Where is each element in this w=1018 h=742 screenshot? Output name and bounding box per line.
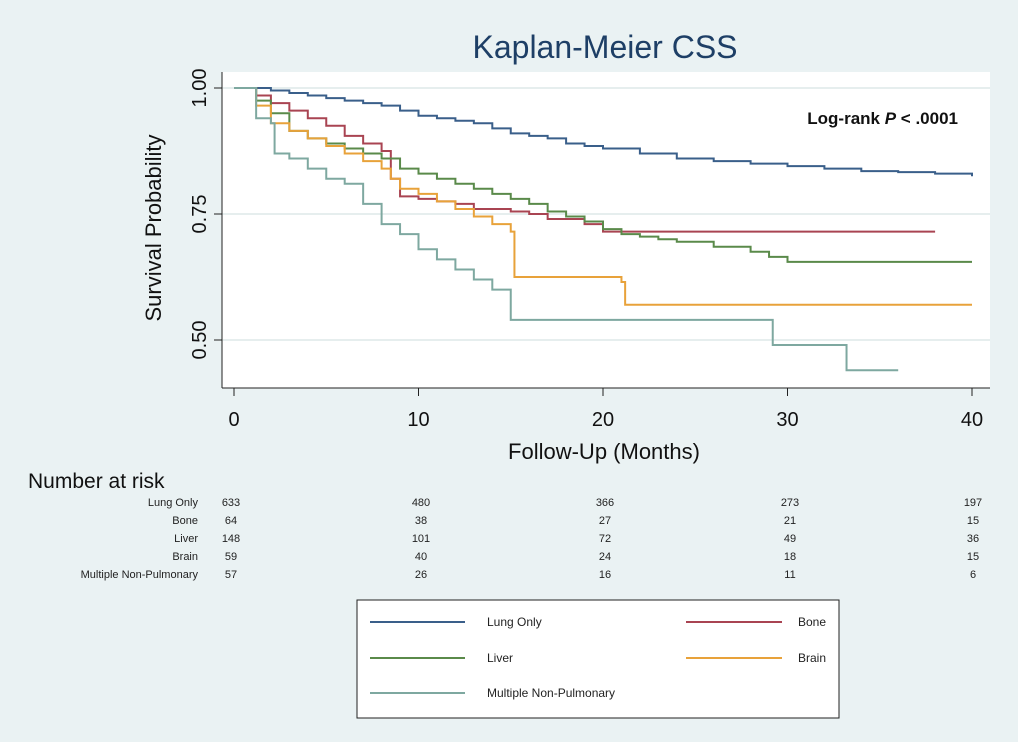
legend-label: Bone [798,615,826,629]
x-axis-label: Follow-Up (Months) [508,439,700,464]
legend-label: Lung Only [487,615,542,629]
curve-brain [234,87,972,306]
y-axis-label: Survival Probability [141,134,166,321]
risk-cell: 18 [784,551,796,563]
chart-title: Kaplan-Meier CSS [473,29,738,65]
x-tick-label: 40 [961,409,983,431]
risk-cell: 6 [970,569,976,581]
logrank-suffix: < .0001 [896,109,958,128]
risk-row-label: Brain [172,551,198,563]
risk-cell: 273 [781,497,799,509]
curve-lung-only [234,87,973,177]
risk-cell: 27 [599,515,611,527]
risk-cell: 57 [225,569,237,581]
risk-row-label: Multiple Non-Pulmonary [81,569,199,581]
logrank-annotation: Log-rank P < .0001 [807,109,958,128]
risk-cell: 16 [599,569,611,581]
risk-row-label: Bone [172,515,198,527]
risk-table-heading: Number at risk [28,470,165,493]
x-tick-label: 30 [776,409,798,431]
risk-cell: 21 [784,515,796,527]
risk-cell: 148 [222,533,240,545]
risk-cell: 24 [599,551,611,563]
gridlines [222,87,990,341]
risk-cell: 101 [412,533,430,545]
x-tick-label: 10 [407,409,429,431]
legend-label: Liver [487,651,513,665]
risk-cell: 15 [967,515,979,527]
risk-cell: 49 [784,533,796,545]
risk-row-label: Liver [174,533,198,545]
y-axis-ticks: 0.50 0.75 1.00 [189,69,222,360]
risk-cell: 15 [967,551,979,563]
legend-label: Brain [798,651,826,665]
risk-cell: 26 [415,569,427,581]
legend: Lung Only Bone Liver Brain Multiple Non-Pulm… [370,615,826,700]
y-tick-label: 0.75 [189,195,211,234]
risk-cell: 40 [415,551,427,563]
risk-cell: 480 [412,497,430,509]
risk-row-label: Lung Only [148,497,199,509]
risk-cell: 72 [599,533,611,545]
y-tick-label: 0.50 [189,321,211,360]
risk-cell: 59 [225,551,237,563]
risk-cell: 11 [784,569,795,581]
risk-cell: 197 [964,497,982,509]
x-axis-ticks: 0 10 20 30 40 [228,388,983,431]
risk-cell: 38 [415,515,427,527]
risk-cell: 64 [225,515,237,527]
risk-cell: 633 [222,497,240,509]
curve-multiple-non-pulmonary [234,87,899,372]
risk-cell: 36 [967,533,979,545]
legend-label: Multiple Non-Pulmonary [487,686,615,700]
risk-cell: 366 [596,497,614,509]
logrank-prefix: Log-rank [807,109,884,128]
x-tick-label: 20 [592,409,614,431]
logrank-p: P [885,109,897,128]
x-tick-label: 0 [228,409,239,431]
survival-curves [234,87,973,372]
y-tick-label: 1.00 [189,69,211,108]
